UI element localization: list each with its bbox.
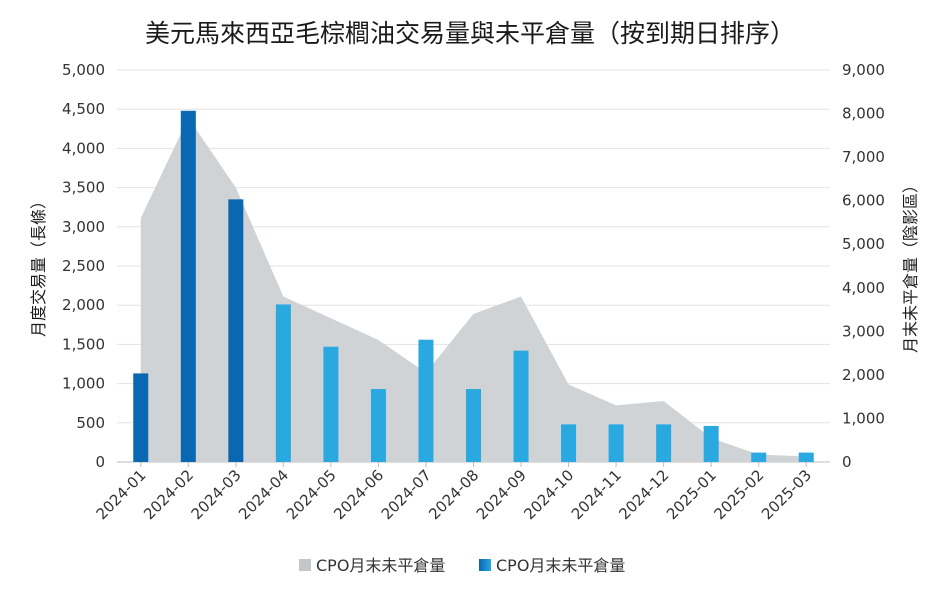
area-series-shape (140, 117, 807, 463)
right-axis-ticks: 0 1,000 2,000 3,000 4,000 5,000 6,000 7,000 8,00… (842, 61, 885, 471)
x-tick-label: 2024-03 (188, 466, 245, 523)
right-tick-label: 7,000 (842, 148, 885, 166)
right-tick-label: 4,000 (842, 279, 885, 297)
volume-bar (798, 452, 814, 462)
legend-label-area: CPO月末未平倉量 (316, 556, 445, 575)
x-tick-label: 2024-05 (283, 466, 340, 523)
x-tick-label: 2024-11 (568, 466, 625, 523)
left-tick-label: 3,500 (62, 179, 105, 197)
legend-swatch-bar (479, 559, 491, 571)
x-tick-label: 2024-12 (615, 466, 672, 523)
left-tick-label: 4,000 (62, 139, 105, 157)
right-tick-label: 6,000 (842, 192, 885, 210)
volume-bar (608, 424, 624, 462)
x-tick-label: 2024-07 (378, 466, 435, 523)
right-tick-label: 3,000 (842, 322, 885, 340)
x-tick-label: 2024-08 (425, 466, 482, 523)
volume-bar (561, 424, 577, 462)
x-tick-label: 2024-04 (235, 466, 292, 523)
volume-bar (703, 425, 719, 462)
x-tick-label: 2024-02 (140, 466, 197, 523)
left-tick-label: 0 (95, 453, 105, 471)
volume-bars (133, 110, 814, 463)
right-tick-label: 1,000 (842, 409, 885, 427)
legend-swatch-area (299, 559, 311, 571)
x-tick-label: 2024-06 (330, 466, 387, 523)
left-tick-label: 1,000 (62, 375, 105, 393)
x-tick-label: 2024-01 (93, 466, 150, 523)
volume-bar (133, 373, 149, 462)
legend-label-bar: CPO月末未平倉量 (496, 556, 625, 575)
right-tick-label: 9,000 (842, 61, 885, 79)
left-axis-title: 月度交易量（長條） (29, 193, 48, 337)
left-tick-label: 500 (76, 414, 105, 432)
left-tick-label: 2,000 (62, 296, 105, 314)
volume-bar (228, 199, 244, 463)
x-tick-label: 2025-01 (663, 466, 720, 523)
volume-bar (513, 350, 529, 462)
volume-bar (466, 389, 481, 462)
volume-bar (751, 452, 767, 462)
right-tick-label: 0 (842, 453, 852, 471)
volume-bar (418, 339, 434, 462)
volume-bar (180, 110, 196, 462)
volume-bar (370, 389, 386, 462)
left-tick-label: 2,500 (62, 257, 105, 275)
right-axis-title: 月末未平倉量（陰影區） (901, 177, 920, 353)
right-tick-label: 2,000 (842, 366, 885, 384)
x-axis-ticks: 2024-012024-022024-032024-042024-052024-… (93, 462, 815, 523)
volume-bar (275, 304, 291, 462)
left-tick-label: 5,000 (62, 61, 105, 79)
volume-bar (323, 346, 339, 462)
x-tick-label: 2024-09 (473, 466, 530, 523)
chart-title: 美元馬來西亞毛棕櫚油交易量與未平倉量（按到期日排序） (145, 19, 795, 48)
x-tick-label: 2025-03 (758, 466, 815, 523)
right-tick-label: 8,000 (842, 105, 885, 123)
right-tick-label: 5,000 (842, 235, 885, 253)
left-tick-label: 4,500 (62, 100, 105, 118)
open-interest-area (140, 117, 807, 463)
x-tick-label: 2024-10 (520, 466, 577, 523)
left-axis-ticks: 0 500 1,000 1,500 2,000 2,500 3,000 3,500 4,000 4… (62, 61, 105, 471)
left-tick-label: 1,500 (62, 335, 105, 353)
left-tick-label: 3,000 (62, 218, 105, 236)
legend: CPO月末未平倉量 CPO月末未平倉量 (299, 556, 625, 575)
x-tick-label: 2025-02 (710, 466, 767, 523)
volume-bar (656, 424, 672, 462)
